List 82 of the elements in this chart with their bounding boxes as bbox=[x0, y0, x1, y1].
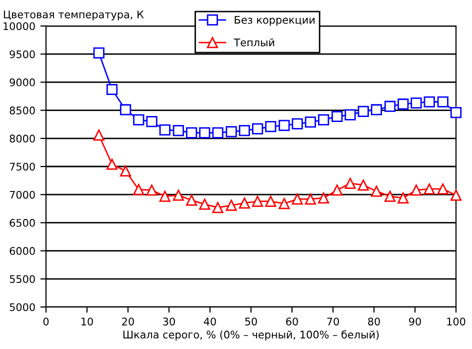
point bbox=[398, 98, 409, 110]
x-tick-label: 10 bbox=[82, 318, 93, 326]
point bbox=[120, 104, 132, 116]
x-tick-label: 40 bbox=[204, 318, 216, 326]
point bbox=[358, 179, 369, 191]
point bbox=[106, 158, 118, 170]
point bbox=[252, 196, 264, 207]
point bbox=[450, 190, 462, 201]
y-tick-label: 9500 bbox=[10, 50, 35, 58]
point bbox=[370, 186, 382, 197]
point bbox=[159, 124, 170, 136]
point bbox=[278, 198, 290, 210]
point bbox=[344, 109, 356, 120]
point bbox=[252, 123, 264, 134]
point bbox=[93, 47, 104, 59]
point bbox=[226, 126, 237, 138]
point bbox=[450, 106, 462, 118]
x-tick-label: 70 bbox=[327, 318, 339, 326]
point bbox=[265, 196, 276, 207]
point bbox=[424, 183, 435, 195]
x-tick-label: 0 bbox=[43, 318, 49, 326]
point bbox=[93, 129, 104, 141]
x-axis-title: Шкала серого, % (0% – черный, 100% – белый) bbox=[123, 330, 379, 341]
point bbox=[424, 96, 435, 108]
point bbox=[318, 114, 330, 126]
point bbox=[146, 116, 158, 128]
x-tick-label: 100 bbox=[447, 318, 466, 326]
y-axis-title: Цветовая температура, К bbox=[4, 10, 144, 20]
point bbox=[410, 184, 422, 196]
point bbox=[199, 127, 210, 138]
point bbox=[304, 116, 316, 128]
y-tick-label: 5500 bbox=[10, 275, 35, 284]
x-tick-label: 90 bbox=[409, 318, 421, 326]
point bbox=[133, 184, 144, 196]
legend-label: Без коррекции bbox=[234, 16, 314, 26]
y-tick-label: 6000 bbox=[10, 247, 35, 255]
point bbox=[278, 120, 290, 132]
x-tick-label: 20 bbox=[122, 318, 134, 326]
point bbox=[318, 192, 330, 204]
y-tick-label: 6500 bbox=[10, 218, 35, 227]
legend-label: Теплый bbox=[234, 38, 274, 46]
point bbox=[212, 127, 224, 138]
point bbox=[172, 124, 184, 136]
point bbox=[292, 118, 303, 130]
point bbox=[212, 202, 224, 214]
point bbox=[133, 114, 144, 126]
point bbox=[358, 106, 369, 117]
point bbox=[398, 192, 409, 204]
point bbox=[199, 198, 210, 210]
point bbox=[146, 184, 158, 196]
y-tick-label: 7500 bbox=[10, 162, 35, 171]
point bbox=[437, 96, 448, 108]
point bbox=[384, 100, 396, 112]
point bbox=[186, 194, 198, 206]
point bbox=[120, 165, 132, 177]
point bbox=[332, 184, 343, 196]
point bbox=[238, 124, 250, 136]
point bbox=[265, 121, 276, 132]
point bbox=[238, 197, 250, 209]
point bbox=[186, 127, 198, 138]
x-tick-label: 60 bbox=[286, 318, 298, 326]
y-tick-label: 7000 bbox=[10, 190, 35, 199]
point bbox=[159, 190, 170, 202]
point bbox=[106, 84, 118, 96]
point bbox=[384, 190, 396, 202]
x-tick-label: 30 bbox=[163, 318, 175, 326]
y-tick-label: 9000 bbox=[10, 78, 35, 86]
point bbox=[344, 178, 356, 189]
point bbox=[370, 104, 382, 116]
x-tick-label: 50 bbox=[245, 318, 257, 326]
point bbox=[172, 190, 184, 201]
y-tick-label: 8500 bbox=[10, 106, 35, 114]
point bbox=[304, 194, 316, 205]
point bbox=[292, 194, 303, 205]
point bbox=[437, 183, 448, 195]
point bbox=[410, 97, 422, 109]
y-tick-label: 8000 bbox=[10, 134, 35, 143]
x-tick-label: 80 bbox=[368, 318, 380, 326]
point bbox=[332, 110, 343, 122]
y-tick-label: 10000 bbox=[4, 22, 35, 30]
point bbox=[226, 200, 237, 211]
y-tick-label: 5000 bbox=[10, 303, 35, 312]
